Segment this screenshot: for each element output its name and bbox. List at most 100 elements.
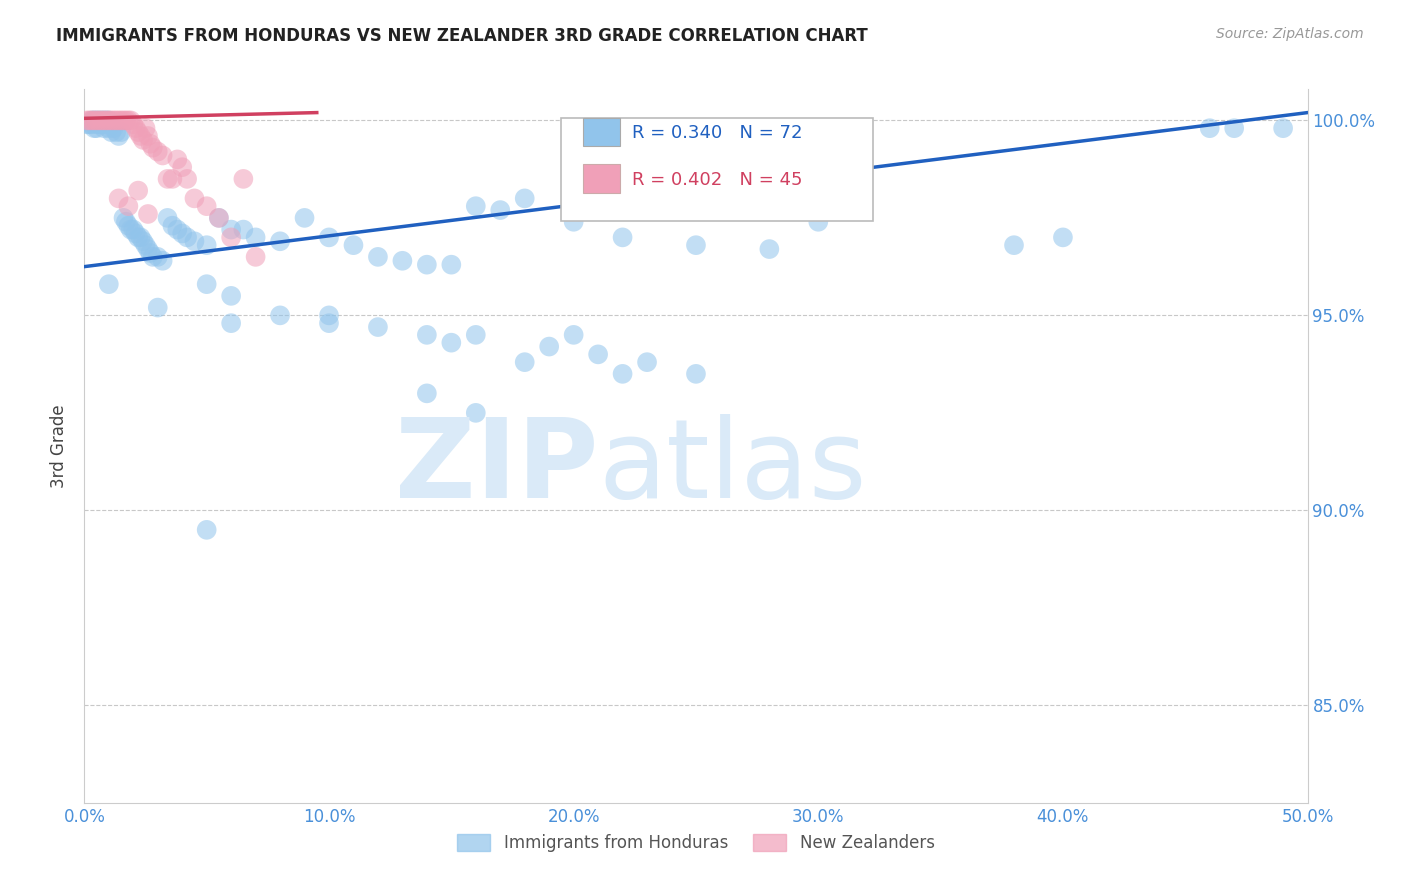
Point	[87, 117, 110, 131]
Point	[83, 113, 105, 128]
Point	[93, 121, 115, 136]
Text: ZIP: ZIP	[395, 414, 598, 521]
Point	[90, 117, 112, 131]
Point	[176, 172, 198, 186]
Point	[342, 238, 364, 252]
Point	[195, 199, 218, 213]
Point	[219, 222, 242, 236]
Point	[440, 335, 463, 350]
Point	[117, 199, 139, 213]
Point	[612, 230, 634, 244]
Point	[120, 222, 142, 236]
Point	[162, 172, 184, 186]
Point	[120, 113, 142, 128]
Point	[132, 234, 155, 248]
Point	[146, 250, 169, 264]
Point	[110, 125, 132, 139]
Point	[103, 121, 125, 136]
Point	[87, 113, 110, 128]
Point	[110, 113, 132, 128]
Point	[416, 386, 439, 401]
Point	[107, 113, 129, 128]
Point	[135, 121, 157, 136]
Point	[132, 133, 155, 147]
Text: IMMIGRANTS FROM HONDURAS VS NEW ZEALANDER 3RD GRADE CORRELATION CHART: IMMIGRANTS FROM HONDURAS VS NEW ZEALANDE…	[56, 27, 868, 45]
Y-axis label: 3rd Grade: 3rd Grade	[51, 404, 69, 488]
Point	[183, 191, 205, 205]
Point	[142, 250, 165, 264]
Point	[115, 113, 138, 128]
FancyBboxPatch shape	[583, 164, 620, 193]
Point	[612, 367, 634, 381]
Point	[135, 238, 157, 252]
Point	[117, 219, 139, 233]
Point	[166, 153, 188, 167]
Point	[538, 340, 561, 354]
Point	[86, 113, 108, 128]
Point	[464, 406, 486, 420]
Point	[807, 215, 830, 229]
Point	[318, 309, 340, 323]
Point	[172, 227, 194, 241]
Point	[80, 113, 103, 128]
Point	[117, 113, 139, 128]
Point	[76, 117, 98, 131]
Point	[156, 172, 179, 186]
Point	[136, 128, 159, 143]
Point	[685, 367, 707, 381]
Point	[562, 327, 585, 342]
Point	[90, 113, 112, 128]
Point	[136, 242, 159, 256]
Point	[195, 238, 218, 252]
Point	[758, 242, 780, 256]
Point	[87, 113, 110, 128]
Text: R = 0.340   N = 72: R = 0.340 N = 72	[633, 125, 803, 143]
Text: atlas: atlas	[598, 414, 866, 521]
Point	[115, 215, 138, 229]
Point	[105, 113, 128, 128]
Point	[83, 113, 105, 128]
Point	[183, 234, 205, 248]
FancyBboxPatch shape	[583, 118, 620, 146]
Point	[139, 136, 162, 151]
Point	[232, 172, 254, 186]
Point	[100, 113, 122, 128]
Point	[269, 234, 291, 248]
Point	[103, 113, 125, 128]
Point	[77, 117, 100, 131]
Point	[129, 128, 152, 143]
Point	[122, 222, 145, 236]
Point	[195, 277, 218, 292]
Point	[107, 191, 129, 205]
Text: Source: ZipAtlas.com: Source: ZipAtlas.com	[1216, 27, 1364, 41]
Point	[112, 113, 135, 128]
Point	[129, 230, 152, 244]
Point	[367, 250, 389, 264]
Point	[367, 320, 389, 334]
Point	[685, 238, 707, 252]
Point	[1223, 121, 1246, 136]
Point	[513, 191, 536, 205]
Point	[1272, 121, 1295, 136]
Point	[562, 215, 585, 229]
Point	[156, 211, 179, 225]
Point	[513, 355, 536, 369]
Point	[127, 125, 149, 139]
Point	[219, 289, 242, 303]
Point	[97, 113, 120, 128]
Point	[77, 113, 100, 128]
Point	[136, 207, 159, 221]
Point	[127, 184, 149, 198]
Point	[122, 117, 145, 131]
Point	[219, 316, 242, 330]
Point	[294, 211, 316, 225]
Point	[97, 121, 120, 136]
Text: R = 0.402   N = 45: R = 0.402 N = 45	[633, 171, 803, 189]
FancyBboxPatch shape	[561, 118, 873, 221]
Point	[90, 113, 112, 128]
Point	[489, 203, 512, 218]
Point	[127, 230, 149, 244]
Point	[1052, 230, 1074, 244]
Point	[416, 258, 439, 272]
Point	[1198, 121, 1220, 136]
